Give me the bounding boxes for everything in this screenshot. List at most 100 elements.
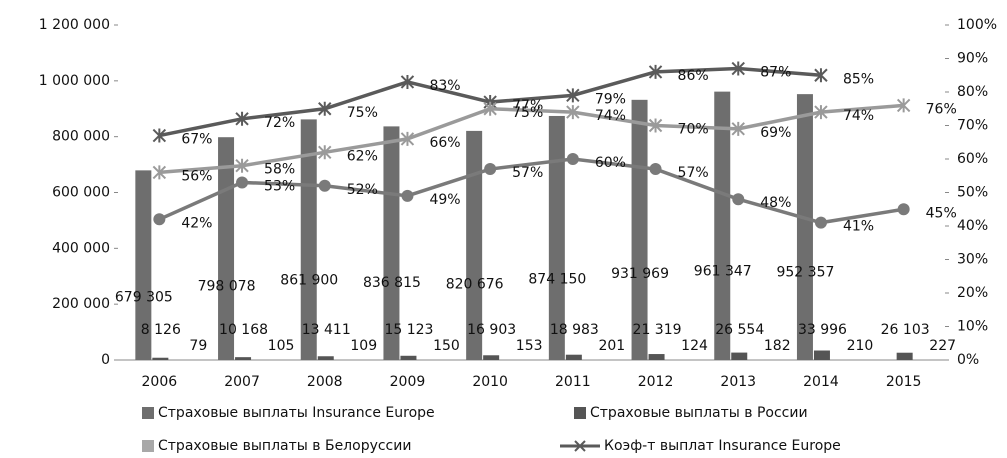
x-tick-label: 2015 (886, 374, 922, 390)
marker (814, 105, 828, 120)
y-tick-label: 400 000 (52, 240, 110, 256)
bar-value-label: 820 676 (446, 276, 504, 292)
bar (813, 350, 830, 360)
bar-value-label: 874 150 (528, 271, 586, 287)
bar-value-label: 153 (516, 338, 543, 354)
x-tick-label: 2014 (803, 374, 839, 390)
bar (235, 357, 252, 360)
line-value-label: 57% (512, 165, 543, 181)
line-value-label: 41% (843, 219, 874, 235)
y-tick-label: 1 200 000 (39, 17, 110, 33)
line-value-label: 53% (264, 178, 295, 194)
bar (400, 355, 417, 360)
marker (152, 128, 167, 143)
marker (235, 158, 249, 173)
marker (152, 165, 167, 180)
bar-value-label: 18 983 (550, 322, 599, 338)
marker (566, 153, 579, 165)
line-value-label: 60% (595, 155, 626, 171)
legend-swatch (142, 440, 154, 452)
bar (565, 354, 582, 360)
bar (466, 130, 483, 360)
y-tick-label: 200 000 (52, 296, 110, 312)
line (159, 103, 904, 175)
bar-value-label: 8 126 (141, 322, 181, 338)
bar-value-label: 798 078 (198, 278, 256, 294)
marker (732, 193, 745, 206)
bar-value-label: 21 319 (633, 322, 682, 338)
y2-tick-label: 50% (957, 185, 988, 201)
marker (483, 101, 497, 116)
line-value-label: 49% (429, 192, 460, 208)
marker (897, 203, 910, 216)
bar-value-label: 26 103 (881, 322, 930, 338)
bar-value-label: 952 357 (776, 264, 834, 280)
bar (631, 99, 648, 360)
line-value-label: 48% (760, 195, 791, 211)
marker (400, 74, 415, 89)
bar (317, 356, 334, 360)
y-tick-label: 800 000 (52, 129, 110, 145)
bar-value-label: 15 123 (384, 322, 433, 338)
x-tick-label: 2007 (224, 374, 260, 390)
bar-value-label: 227 (929, 338, 956, 354)
bar-value-label: 150 (433, 338, 460, 354)
bar-value-label: 79 (189, 338, 207, 354)
line-value-label: 58% (264, 162, 295, 178)
x-tick-label: 2009 (390, 374, 426, 390)
line-value-label: 45% (926, 205, 957, 221)
bar (152, 357, 169, 360)
bar-value-label: 182 (764, 338, 791, 354)
x-tick-label: 2008 (307, 374, 343, 390)
bar-value-label: 105 (268, 338, 295, 354)
marker (566, 105, 580, 120)
line-value-label: 74% (595, 108, 626, 124)
bar-value-label: 13 411 (302, 322, 351, 338)
marker (814, 216, 827, 229)
line-value-label: 83% (429, 78, 460, 94)
bar (796, 94, 813, 360)
bar-value-label: 124 (681, 338, 708, 354)
legend-marker (574, 440, 586, 452)
legend-swatch (574, 407, 586, 419)
bar (135, 170, 152, 360)
y2-tick-label: 60% (957, 151, 988, 167)
marker (401, 189, 414, 202)
line-value-label: 57% (678, 165, 709, 181)
marker (649, 163, 662, 176)
line-value-label: 66% (429, 135, 460, 151)
line-value-label: 79% (595, 91, 626, 107)
bar-value-label: 109 (350, 338, 377, 354)
line-value-label: 75% (512, 105, 543, 121)
marker (896, 98, 911, 113)
x-tick-label: 2013 (720, 374, 756, 390)
bar (383, 126, 400, 360)
bar-value-label: 861 900 (280, 273, 338, 289)
marker (814, 68, 828, 83)
y-tick-label: 600 000 (52, 185, 110, 201)
marker (318, 145, 332, 160)
bar-value-label: 10 168 (219, 322, 268, 338)
x-tick-label: 2010 (472, 374, 508, 390)
y2-tick-label: 70% (957, 118, 988, 134)
y-tick-label: 1 000 000 (39, 73, 110, 89)
line-value-label: 69% (760, 125, 791, 141)
line-value-label: 86% (678, 68, 709, 84)
marker (318, 101, 332, 116)
line-value-label: 67% (181, 132, 212, 148)
y2-tick-label: 10% (957, 319, 988, 335)
bar (483, 355, 500, 360)
y2-tick-label: 100% (957, 17, 997, 33)
marker (318, 179, 331, 192)
bar-value-label: 201 (598, 338, 625, 354)
bar-value-label: 26 554 (715, 322, 764, 338)
marker (731, 61, 745, 76)
marker (731, 121, 745, 136)
marker (566, 88, 580, 103)
marker (400, 131, 415, 146)
marker (648, 64, 663, 79)
bar (896, 352, 913, 360)
marker (236, 176, 249, 189)
x-tick-label: 2011 (555, 374, 591, 390)
